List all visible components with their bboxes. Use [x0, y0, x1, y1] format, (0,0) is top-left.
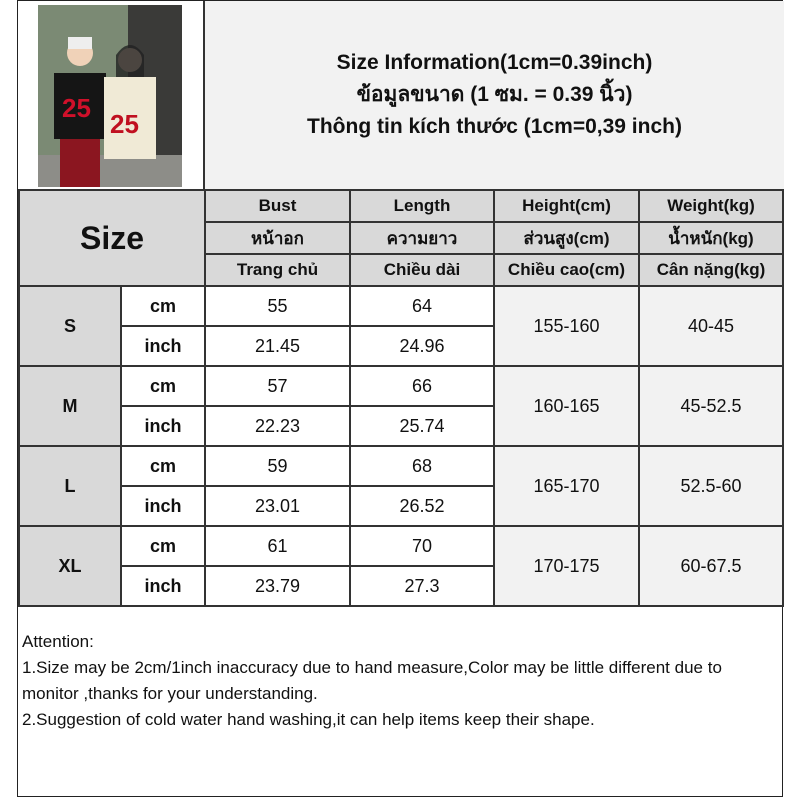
bust-inch: 23.79	[204, 565, 351, 607]
table-row-cm: M cm 57 66 160-165 45-52.5	[18, 365, 784, 447]
weight-range: 40-45	[638, 285, 784, 367]
table-row-cm: S cm 55 64 155-160 40-45	[18, 285, 784, 367]
table-row-inch: inch 23.01 26.52	[19, 485, 783, 527]
table-row-inch: inch 22.23 25.74	[19, 405, 783, 447]
unit-inch: inch	[120, 485, 206, 527]
title-thai: ข้อมูลขนาด (1 ซม. = 0.39 นิ้ว)	[356, 83, 633, 106]
length-cm: 66	[349, 365, 495, 407]
attention-note-2: 2.Suggestion of cold water hand washing,…	[22, 710, 595, 729]
size-chart: 25 25 Size Information(1cm=0.39inch) ข้อ…	[17, 0, 784, 797]
col-bust-th: หน้าอก	[204, 221, 351, 255]
col-length-en: Length	[349, 189, 495, 223]
size-header: Size	[18, 189, 206, 287]
col-height-en: Height(cm)	[493, 189, 640, 223]
weight-range: 60-67.5	[638, 525, 784, 607]
table-row-inch: inch 23.79 27.3	[19, 565, 783, 607]
length-inch: 24.96	[349, 325, 495, 367]
height-range: 160-165	[493, 365, 640, 447]
unit-cm: cm	[120, 445, 206, 487]
table-row-cm: XL cm 61 70 170-175 60-67.5	[18, 525, 784, 607]
length-cm: 68	[349, 445, 495, 487]
height-range: 155-160	[493, 285, 640, 367]
size-label: S	[18, 285, 122, 367]
top-section: 25 25 Size Information(1cm=0.39inch) ข้อ…	[18, 1, 784, 191]
length-cm: 64	[349, 285, 495, 327]
col-weight-vi: Cân nặng(kg)	[638, 253, 784, 287]
length-inch: 26.52	[349, 485, 495, 527]
height-range: 165-170	[493, 445, 640, 527]
bust-cm: 61	[204, 525, 351, 567]
bust-inch: 21.45	[204, 325, 351, 367]
length-inch: 25.74	[349, 405, 495, 447]
unit-inch: inch	[120, 565, 206, 607]
weight-range: 45-52.5	[638, 365, 784, 447]
col-length-vi: Chiều dài	[349, 253, 495, 287]
attention-heading: Attention:	[22, 632, 94, 651]
size-label: L	[18, 445, 122, 527]
bust-cm: 59	[204, 445, 351, 487]
svg-text:25: 25	[110, 109, 139, 139]
svg-text:25: 25	[62, 93, 91, 123]
col-weight-th: น้ำหนัก(kg)	[638, 221, 784, 255]
title-vietnamese: Thông tin kích thước (1cm=0,39 inch)	[307, 115, 682, 138]
height-range: 170-175	[493, 525, 640, 607]
attention-note-1: 1.Size may be 2cm/1inch inaccuracy due t…	[22, 658, 722, 703]
bust-inch: 22.23	[204, 405, 351, 447]
col-bust-en: Bust	[204, 189, 351, 223]
bust-cm: 57	[204, 365, 351, 407]
title-english: Size Information(1cm=0.39inch)	[336, 51, 653, 74]
unit-cm: cm	[120, 525, 206, 567]
unit-cm: cm	[120, 365, 206, 407]
size-label: XL	[18, 525, 122, 607]
col-bust-vi: Trang chủ	[204, 253, 351, 287]
col-weight-en: Weight(kg)	[638, 189, 784, 223]
length-cm: 70	[349, 525, 495, 567]
product-photo: 25 25	[38, 5, 182, 187]
unit-cm: cm	[120, 285, 206, 327]
length-inch: 27.3	[349, 565, 495, 607]
unit-inch: inch	[120, 405, 206, 447]
col-height-vi: Chiều cao(cm)	[493, 253, 640, 287]
size-table: Size Bust Length Height(cm) Weight(kg) ห…	[18, 189, 784, 607]
unit-inch: inch	[120, 325, 206, 367]
weight-range: 52.5-60	[638, 445, 784, 527]
models-image: 25 25	[38, 5, 182, 187]
attention-notes: Attention: 1.Size may be 2cm/1inch inacc…	[22, 629, 778, 733]
col-height-th: ส่วนสูง(cm)	[493, 221, 640, 255]
table-row-cm: L cm 59 68 165-170 52.5-60	[18, 445, 784, 527]
col-length-th: ความยาว	[349, 221, 495, 255]
size-label: M	[18, 365, 122, 447]
bust-cm: 55	[204, 285, 351, 327]
table-row-inch: inch 21.45 24.96	[19, 325, 783, 367]
title-box: Size Information(1cm=0.39inch) ข้อมูลขนา…	[203, 1, 784, 189]
bust-inch: 23.01	[204, 485, 351, 527]
